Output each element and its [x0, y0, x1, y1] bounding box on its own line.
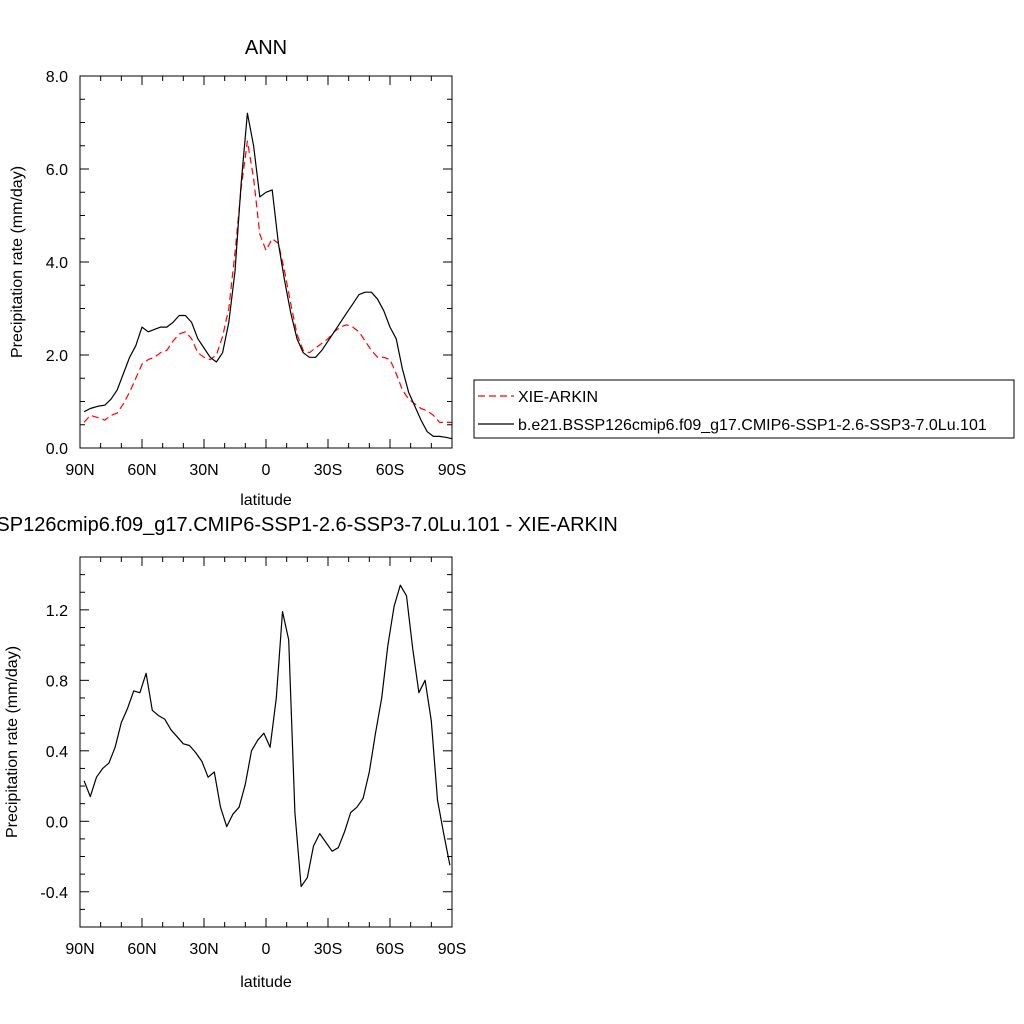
y-tick-label: 4.0 [46, 255, 68, 272]
x-tick-label: 60S [376, 941, 404, 958]
x-tick-label: 30S [314, 462, 342, 479]
ticks-layer [79, 556, 453, 928]
x-axis-label: latitude [240, 974, 292, 991]
y-tick-label: 8.0 [46, 69, 68, 86]
x-tick-labels: 90N 60N 30N 0 30S 60S 90S [65, 941, 466, 958]
plot-frame [79, 556, 453, 928]
y-axis-label: Precipitation rate (mm/day) [4, 646, 21, 838]
y-tick-label: 0.0 [46, 814, 68, 831]
x-tick-label: 90N [65, 941, 94, 958]
legend-label-xie-arkin: XIE-ARKIN [518, 389, 598, 406]
y-tick-label: 0.8 [46, 673, 68, 690]
series-line-0 [83, 140, 452, 423]
y-tick-label: 0.0 [46, 441, 68, 458]
x-tick-label: 60N [127, 462, 156, 479]
series-layer [83, 584, 451, 888]
panel-difference: b.e21.BSSP126cmip6.f09_g17.CMIP6-SSP1-2.… [0, 514, 618, 991]
x-tick-label: 90N [65, 462, 94, 479]
x-tick-label: 60S [376, 462, 404, 479]
x-tick-label: 30N [189, 462, 218, 479]
y-axis-label: Precipitation rate (mm/day) [9, 166, 26, 358]
y-tick-labels: 0.0 2.0 4.0 6.0 8.0 [46, 69, 68, 458]
series-line-0 [83, 584, 451, 888]
chart-title: ANN [245, 37, 287, 59]
x-tick-label: 0 [262, 462, 271, 479]
y-tick-label: 2.0 [46, 348, 68, 365]
x-tick-label: 0 [262, 941, 271, 958]
x-tick-label: 60N [127, 941, 156, 958]
series-line-1 [83, 112, 453, 440]
y-tick-label: 6.0 [46, 162, 68, 179]
y-tick-label: 1.2 [46, 603, 68, 620]
x-tick-label: 30S [314, 941, 342, 958]
y-tick-label: 0.4 [46, 744, 68, 761]
x-tick-labels: 90N 60N 30N 0 30S 60S 90S [65, 462, 466, 479]
chart-title: b.e21.BSSP126cmip6.f09_g17.CMIP6-SSP1-2.… [0, 514, 618, 536]
y-tick-label: -0.4 [40, 885, 68, 902]
ticks-layer [79, 75, 453, 449]
legend-label-model: b.e21.BSSP126cmip6.f09_g17.CMIP6-SSP1-2.… [518, 417, 987, 434]
panel-annual-precip: ANN 90N 60N 30N 0 30S 60S 90S 0.02.04.06.08.0 … [9, 37, 466, 509]
legend: XIE-ARKIN b.e21.BSSP126cmip6.f09_g17.CMI… [473, 379, 1015, 439]
y-tick-labels: -0.4 0.0 0.4 0.8 1.2 [40, 603, 68, 902]
legend-box [473, 379, 1015, 439]
plot-frame [79, 75, 453, 449]
series-layer [83, 112, 453, 440]
x-tick-label: 30N [189, 941, 218, 958]
x-axis-label: latitude [240, 492, 292, 509]
x-tick-label: 90S [438, 941, 466, 958]
x-tick-label: 90S [438, 462, 466, 479]
